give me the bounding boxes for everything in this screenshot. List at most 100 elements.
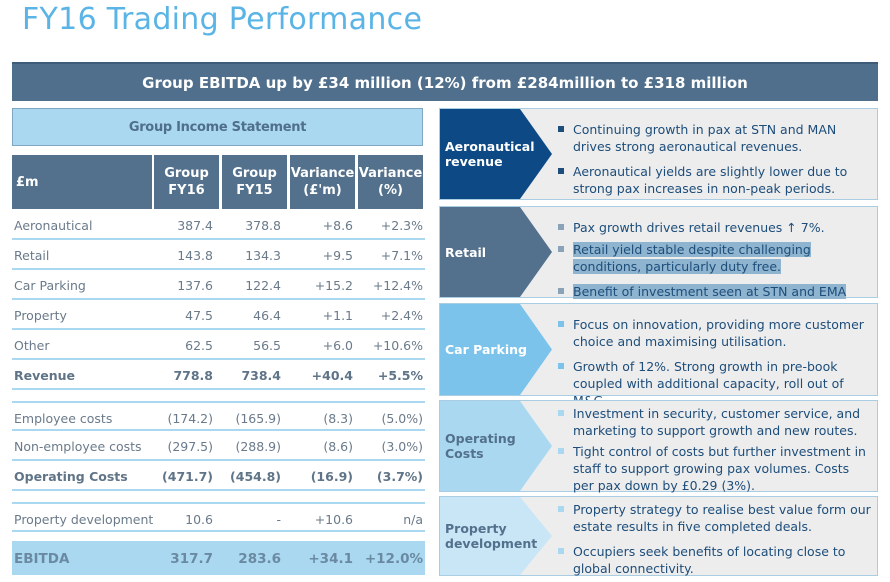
chevron-shape [440, 109, 552, 199]
bullet-text: Property strategy to realise best value … [573, 502, 871, 534]
row-value: +34.1 [308, 551, 353, 567]
table-row: Car Parking 137.6 122.4 +15.2 +12.4% [12, 270, 425, 300]
bullet-item: Occupiers seek benefits of locating clos… [558, 543, 873, 577]
bullet-square-icon [558, 506, 564, 512]
chevron-shape [440, 401, 552, 491]
bullet-item: Aeronautical yields are slightly lower d… [558, 163, 873, 197]
row-value: (165.9) [235, 411, 281, 426]
row-value: - [276, 512, 281, 527]
bullet-square-icon [558, 448, 564, 454]
bullet-text: Growth of 12%. Strong growth in pre-book… [573, 359, 844, 408]
table-row: Property 47.5 46.4 +1.1 +2.4% [12, 300, 425, 330]
row-value: 56.5 [253, 338, 281, 353]
row-value: +2.3% [380, 218, 423, 233]
row-label: Retail [14, 248, 50, 263]
row-value: (288.9) [235, 439, 281, 454]
row-value: (16.9) [310, 469, 353, 484]
row-value: +5.5% [377, 368, 423, 383]
row-label: EBITDA [14, 551, 70, 567]
row-value: 46.4 [253, 308, 281, 323]
bullet-text: Investment in security, customer service… [573, 406, 861, 438]
row-value: (471.7) [162, 469, 213, 484]
bullet-square-icon [558, 224, 564, 230]
row-label: Car Parking [14, 278, 86, 293]
row-value: (8.3) [323, 411, 353, 426]
row-value: 62.5 [185, 338, 213, 353]
row-value: +8.6 [322, 218, 353, 233]
header-fy15: Group FY15 [222, 155, 287, 209]
row-value: +6.0 [322, 338, 353, 353]
table-caption: Group Income Statement [12, 108, 423, 146]
row-value: 137.6 [177, 278, 213, 293]
chevron-shape [440, 207, 552, 297]
panel-car-parking: Car Parking Focus on innovation, providin… [439, 303, 878, 408]
row-value: 283.6 [238, 551, 281, 567]
row-value: 738.4 [241, 368, 281, 383]
row-value: +10.6 [314, 512, 353, 527]
panel-operating-costs: Operating Costs Investment in security, c… [439, 400, 878, 494]
row-value: +15.2 [314, 278, 353, 293]
row-value: (3.0%) [381, 439, 423, 454]
row-label: Non-employee costs [14, 439, 142, 454]
row-value: +10.6% [372, 338, 423, 353]
bullet-text: Pax growth drives retail revenues ↑ 7%. [573, 220, 825, 235]
bullet-square-icon [558, 548, 564, 554]
row-value: 47.5 [185, 308, 213, 323]
row-value: n/a [403, 512, 423, 527]
chevron-shape [440, 497, 552, 575]
table-row: Property development 10.6 - +10.6 n/a [12, 502, 425, 532]
row-label: Employee costs [14, 411, 113, 426]
row-value: 317.7 [170, 551, 213, 567]
row-value: +12.4% [372, 278, 423, 293]
bullet-square-icon [558, 288, 564, 294]
bullet-square-icon [558, 363, 564, 369]
table-row: EBITDA 317.7 283.6 +34.1 +12.0% [12, 541, 425, 575]
bullet-text: Aeronautical yields are slightly lower d… [573, 164, 848, 196]
bullet-item: Continuing growth in pax at STN and MAN … [558, 121, 873, 155]
panel-label: Car Parking [445, 342, 527, 357]
panel-property-development: Property development Property strategy to… [439, 496, 878, 576]
row-label: Aeronautical [14, 218, 93, 233]
row-value: (8.6) [323, 439, 353, 454]
table-row: Revenue 778.8 738.4 +40.4 +5.5% [12, 360, 425, 390]
header-fy16: Group FY16 [154, 155, 219, 209]
row-value: 778.8 [173, 368, 213, 383]
table-row: Employee costs (174.2) (165.9) (8.3) (5.0%) [12, 401, 425, 431]
panel-retail: Retail Pax growth drives retail revenues … [439, 206, 878, 300]
bullet-item: Focus on innovation, providing more cust… [558, 316, 873, 350]
row-value: +1.1 [322, 308, 353, 323]
panel-label: Property development [445, 521, 538, 551]
panel-aeronautical-revenue: Aeronautical revenue Continuing growth in… [439, 108, 878, 200]
bullet-text: Occupiers seek benefits of locating clos… [573, 544, 846, 576]
bullet-text: Continuing growth in pax at STN and MAN … [573, 122, 837, 154]
table-row: Aeronautical 387.4 378.8 +8.6 +2.3% [12, 210, 425, 240]
bullet-square-icon [558, 126, 564, 132]
bullet-item: Tight control of costs but further inves… [558, 443, 873, 494]
bullet-item: Retail yield stable despite challenging … [558, 241, 873, 275]
row-value: 134.3 [245, 248, 281, 263]
bullet-text: Retail yield stable despite challenging … [573, 242, 811, 274]
table-row: Retail 143.8 134.3 +9.5 +7.1% [12, 240, 425, 270]
row-value: 10.6 [185, 512, 213, 527]
row-value: +12.0% [364, 551, 423, 567]
row-label: Property [14, 308, 67, 323]
bullet-text: Benefit of investment seen at STN and EM… [573, 284, 847, 299]
table-row: Other 62.5 56.5 +6.0 +10.6% [12, 330, 425, 360]
row-value: (174.2) [167, 411, 213, 426]
row-label: Operating Costs [14, 469, 128, 484]
row-value: +9.5 [322, 248, 353, 263]
bullet-text: Tight control of costs but further inves… [573, 444, 866, 493]
row-value: (454.8) [230, 469, 281, 484]
row-label: Other [14, 338, 50, 353]
bullet-square-icon [558, 246, 564, 252]
row-value: +2.4% [380, 308, 423, 323]
row-label: Property development [14, 512, 154, 527]
table-row: Non-employee costs (297.5) (288.9) (8.6) (3.… [12, 431, 425, 461]
row-value: (5.0%) [381, 411, 423, 426]
row-value: (3.7%) [376, 469, 423, 484]
headline-banner: Group EBITDA up by £34 million (12%) fro… [12, 62, 878, 101]
bullet-item: Benefit of investment seen at STN and EM… [558, 283, 873, 300]
bullet-square-icon [558, 410, 564, 416]
header-variance-m: Variance (£'m) [290, 155, 355, 209]
row-value: 143.8 [177, 248, 213, 263]
